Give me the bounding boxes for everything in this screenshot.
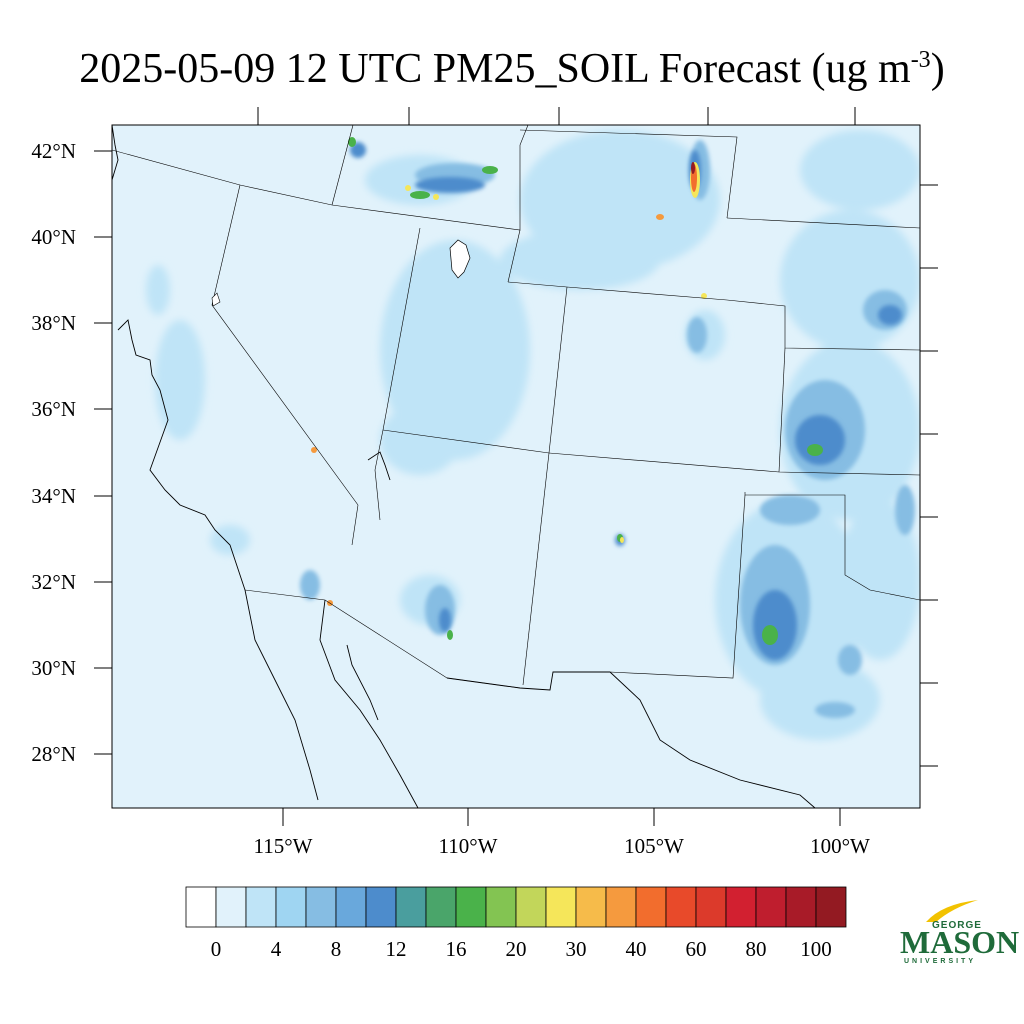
gmu-logo: GEORGE MASON UNIVERSITY bbox=[896, 898, 1019, 970]
colorbar-label: 40 bbox=[626, 937, 647, 961]
title-main: 2025-05-09 12 UTC PM25_SOIL Forecast (ug… bbox=[79, 46, 911, 92]
colorbar bbox=[185, 886, 847, 928]
lat-label-30: 30°N bbox=[31, 656, 76, 680]
lat-label-34: 34°N bbox=[31, 484, 76, 508]
colorbar-swatch bbox=[755, 886, 787, 928]
lon-label-115: 115°W bbox=[254, 834, 313, 858]
colorbar-swatch bbox=[545, 886, 577, 928]
lat-label-32: 32°N bbox=[31, 570, 76, 594]
colorbar-swatch bbox=[725, 886, 757, 928]
colorbar-swatch bbox=[695, 886, 727, 928]
colorbar-swatch bbox=[575, 886, 607, 928]
colorbar-swatch bbox=[245, 886, 277, 928]
colorbar-label: 60 bbox=[686, 937, 707, 961]
lon-label-110: 110°W bbox=[439, 834, 498, 858]
bottom-ticks bbox=[282, 808, 841, 826]
colorbar-label: 30 bbox=[566, 937, 587, 961]
colorbar-label: 0 bbox=[211, 937, 222, 961]
colorbar-label: 20 bbox=[506, 937, 527, 961]
colorbar-swatch bbox=[215, 886, 247, 928]
map-frame bbox=[111, 124, 921, 809]
hotspot-red bbox=[691, 162, 695, 174]
coastlines bbox=[112, 125, 816, 808]
map-title: 2025-05-09 12 UTC PM25_SOIL Forecast (ug… bbox=[0, 30, 1024, 99]
right-ticks bbox=[920, 184, 938, 767]
colorbar-swatch bbox=[515, 886, 547, 928]
colorbar-swatch bbox=[365, 886, 397, 928]
logo-george: GEORGE bbox=[932, 920, 982, 931]
lat-label-42: 42°N bbox=[31, 139, 76, 163]
colorbar-labels: 0 4 8 12 16 20 30 40 60 80 100 bbox=[211, 937, 832, 961]
great-salt-lake bbox=[449, 239, 471, 279]
colorbar-swatch bbox=[455, 886, 487, 928]
title-superscript: -3 bbox=[910, 47, 931, 73]
lon-label-105: 105°W bbox=[624, 834, 684, 858]
lat-label-40: 40°N bbox=[31, 225, 76, 249]
colorbar-swatch bbox=[785, 886, 817, 928]
colorbar-swatch bbox=[395, 886, 427, 928]
colorbar-label: 4 bbox=[271, 937, 282, 961]
logo-mason: MASON bbox=[900, 924, 1020, 960]
logo-swoosh-icon bbox=[926, 900, 978, 922]
colorbar-swatch bbox=[185, 886, 217, 928]
colorbar-label: 100 bbox=[800, 937, 832, 961]
colorbar-swatch bbox=[815, 886, 847, 928]
colorbar-label: 12 bbox=[386, 937, 407, 961]
title-close: ) bbox=[930, 46, 945, 92]
lat-label-28: 28°N bbox=[31, 742, 76, 766]
colorbar-swatch bbox=[635, 886, 667, 928]
colorbar-swatch bbox=[305, 886, 337, 928]
lat-label-36: 36°N bbox=[31, 397, 76, 421]
concentration-field bbox=[146, 130, 920, 740]
lat-label-38: 38°N bbox=[31, 311, 76, 335]
colorbar-label: 8 bbox=[331, 937, 342, 961]
colorbar-swatch bbox=[605, 886, 637, 928]
small-lake bbox=[211, 292, 221, 307]
colorbar-swatch bbox=[485, 886, 517, 928]
colorbar-swatch bbox=[335, 886, 367, 928]
left-ticks bbox=[94, 150, 112, 755]
colorbar-label: 16 bbox=[446, 937, 467, 961]
lon-label-100: 100°W bbox=[810, 834, 870, 858]
colorbar-swatch bbox=[425, 886, 457, 928]
colorbar-label: 80 bbox=[746, 937, 767, 961]
top-ticks bbox=[257, 107, 856, 125]
colorbar-swatch bbox=[275, 886, 307, 928]
logo-university: UNIVERSITY bbox=[904, 958, 977, 965]
colorbar-swatch bbox=[665, 886, 697, 928]
state-boundaries bbox=[112, 125, 920, 689]
